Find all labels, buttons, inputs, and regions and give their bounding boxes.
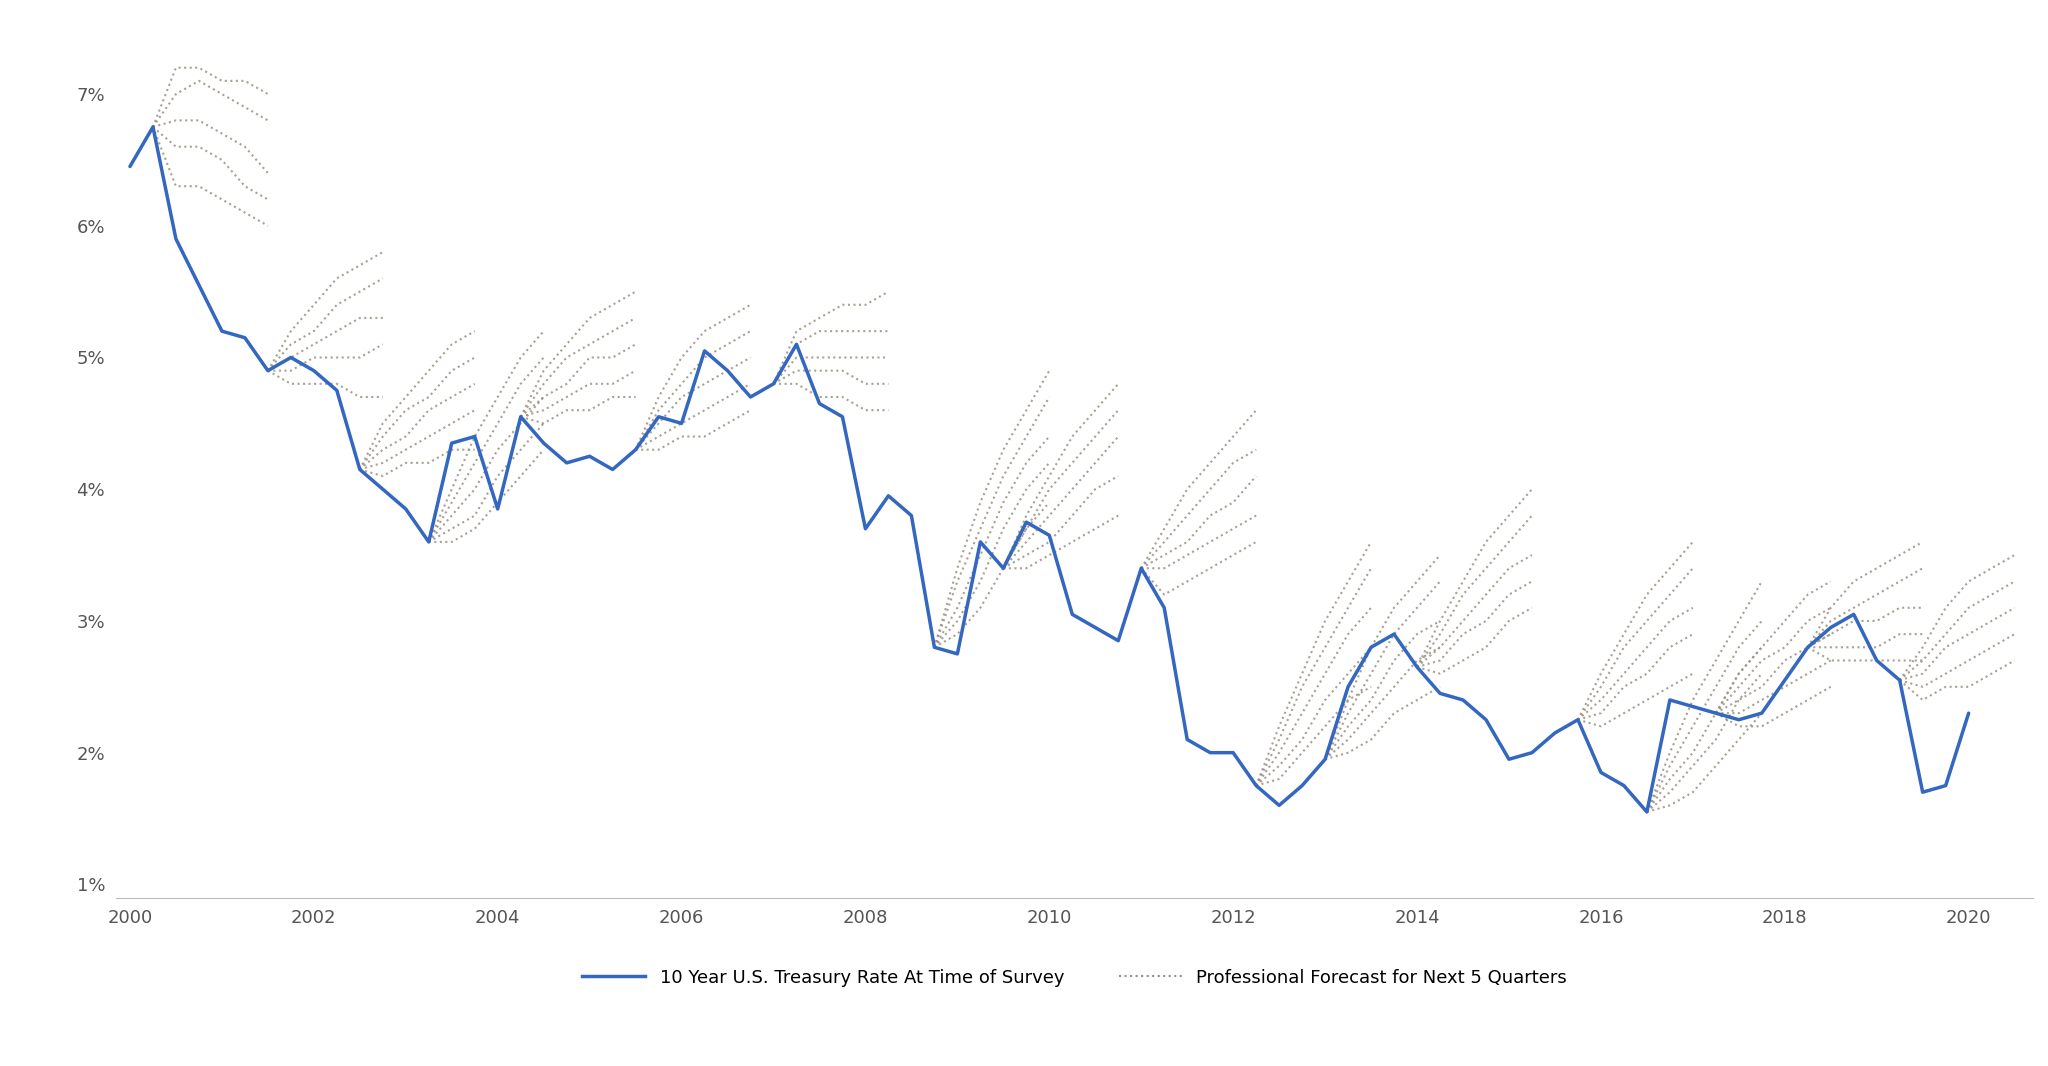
Legend: 10 Year U.S. Treasury Rate At Time of Survey, Professional Forecast for Next 5 Q: 10 Year U.S. Treasury Rate At Time of Su… <box>575 962 1575 995</box>
